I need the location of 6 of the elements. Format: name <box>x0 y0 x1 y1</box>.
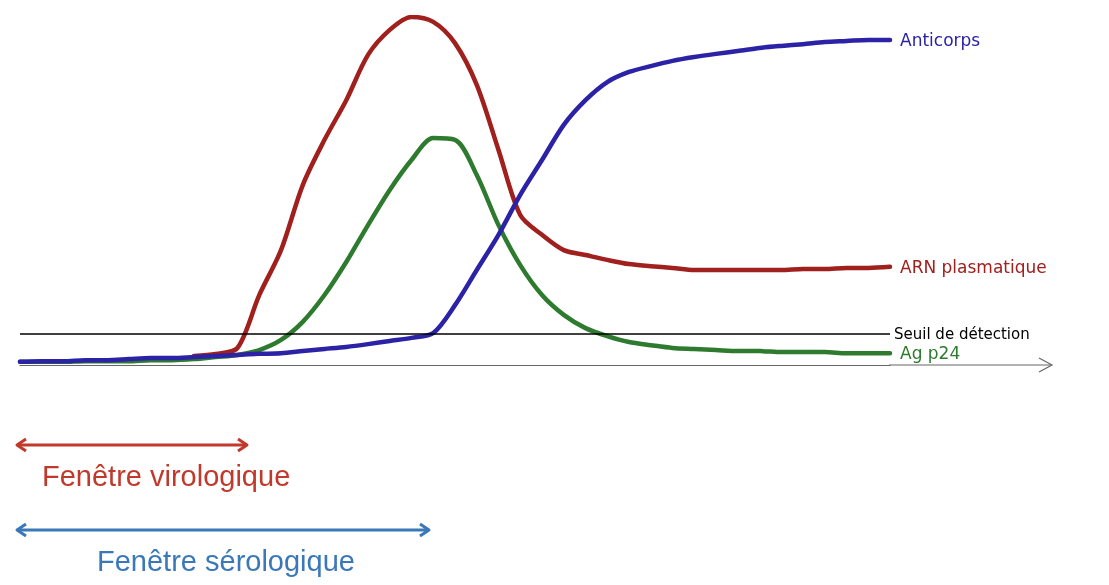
ref-line-label: Seuil de détection <box>894 324 1030 343</box>
text: Fenêtre virologique <box>42 460 291 493</box>
text: Fenêtre sérologique <box>97 545 355 578</box>
series-label: Ag p24 <box>900 343 961 364</box>
series-label: Anticorps <box>900 29 981 50</box>
series-label: ARN plasmatique <box>900 256 1047 277</box>
